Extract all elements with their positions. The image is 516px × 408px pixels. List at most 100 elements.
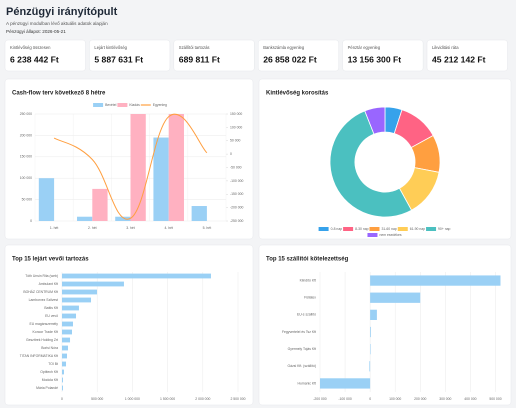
kpi-value: 6 238 442 Ft (10, 54, 59, 64)
bar (320, 378, 371, 389)
y2-tick-label: -200 000 (230, 206, 243, 210)
bar (38, 178, 55, 221)
y-tick-label: Mária Polandé (36, 386, 58, 390)
bar (62, 289, 97, 295)
x-tick-label: 2. hét (88, 226, 97, 230)
kpi-card (89, 39, 171, 72)
y-tick-label: EU-s szállító (297, 313, 316, 317)
x-tick-label: 5. hét (203, 226, 212, 230)
bar (130, 114, 146, 221)
x-tick-label: 500 000 (91, 397, 103, 401)
x-tick-label: 0 (61, 397, 63, 401)
y-tick-label: Lamborvez Szilvest (29, 298, 58, 302)
bar (62, 361, 67, 367)
y-tick-label: 100 000 (20, 176, 32, 180)
y-tick-label: Gyermely Tojás Kft (288, 347, 316, 351)
bar (369, 361, 371, 372)
x-tick-label: -200 000 (313, 397, 326, 401)
bar (62, 385, 63, 391)
x-tick-label: 1 000 000 (125, 397, 140, 401)
legend-swatch (343, 227, 354, 231)
y-tick-label: TOI Bt (48, 362, 58, 366)
kpi-label: Bankszámla egyenleg (263, 45, 305, 50)
bar (62, 337, 71, 343)
y-tick-label: EU magánszemély (30, 322, 59, 326)
bar (62, 329, 72, 335)
y-tick-label: Geszttrek Holding Zrt (26, 338, 58, 342)
x-tick-label: 100 000 (389, 397, 401, 401)
y-tick-label: EU vevő (45, 314, 58, 318)
y-tick-label: 0 (30, 219, 32, 223)
bar (62, 281, 124, 287)
legend-label: 8-30 nap (355, 227, 368, 231)
bar (62, 273, 211, 279)
kpi-label: Lejárt kintlévőség (94, 45, 127, 50)
legend-label: 0-8 nap (331, 227, 343, 231)
x-tick-label: 3. hét (126, 226, 135, 230)
y2-tick-label: -50 000 (230, 165, 242, 169)
y-tick-label: Gázsi Kft. (szállító) (288, 364, 316, 368)
status-text: Pénzügyi állapot: 2026-05-21 (6, 29, 66, 34)
x-tick-label: 2 500 000 (230, 397, 245, 401)
y2-tick-label: 100 000 (230, 125, 242, 129)
y-tick-label: TITAN INFORMATIKA Kft (20, 354, 58, 358)
bar (370, 275, 501, 286)
line-series (53, 113, 208, 220)
kpi-card (4, 39, 86, 72)
kpi-value: 26 858 022 Ft (263, 54, 317, 64)
kpi-value: 5 887 631 Ft (94, 54, 143, 64)
panel-title: Top 15 szállítói kötelezettség (266, 257, 349, 263)
kpi-card (342, 39, 424, 72)
legend-swatch (318, 227, 329, 231)
kpi-card (426, 39, 508, 72)
y2-tick-label: -150 000 (230, 192, 243, 196)
kpi-card (257, 39, 339, 72)
y-tick-label: Optitech Kft (40, 370, 58, 374)
x-tick-label: 500 000 (489, 397, 501, 401)
bar (62, 377, 63, 383)
kpi-label: Likviditási ráta (432, 45, 459, 50)
x-tick-label: 400 000 (464, 397, 476, 401)
bar (370, 326, 371, 338)
x-tick-label: -100 000 (338, 397, 351, 401)
kpi-value: 45 212 142 Ft (432, 54, 486, 64)
legend-label: Kiadás (129, 103, 140, 107)
y2-tick-label: -250 000 (230, 219, 243, 223)
legend-swatch (117, 103, 128, 107)
y-tick-label: Ambulant Kft (39, 282, 58, 286)
y-tick-label: Humanic Kft (298, 381, 317, 385)
kpi-label: Pénztár egyenleg (348, 45, 381, 50)
bar (62, 369, 64, 375)
page-subtitle: A pénzügyi modulban lévő aktuális adatok… (6, 21, 108, 26)
y-tick-label: Modola Kft (42, 378, 58, 382)
y-tick-label: Koncor Trade Kft (33, 330, 59, 334)
kpi-label: Szállítói tartozás (179, 45, 210, 50)
legend-label: Bevétel (105, 103, 117, 107)
y-tick-label: Battis Kft (44, 306, 58, 310)
bar (62, 321, 73, 327)
kpi-label: Kintlévőség összesen (10, 45, 51, 50)
bar (62, 353, 67, 359)
y2-tick-label: 50 000 (230, 139, 240, 143)
bar (191, 206, 207, 221)
legend-label: 61-90 nap (410, 227, 425, 231)
y-tick-label: Fegyvertelel és Tsz Kft (282, 330, 316, 334)
y-tick-label: 200 000 (20, 133, 32, 137)
y-tick-label: 250 000 (20, 112, 32, 116)
y2-tick-label: -100 000 (230, 179, 243, 183)
bar (62, 345, 68, 351)
legend-label: nem esedékes (379, 233, 401, 237)
y-tick-label: Tóth Unsin Rita (web) (25, 274, 58, 278)
pie-slice (364, 106, 386, 135)
y2-tick-label: 0 (230, 152, 232, 156)
y-tick-label: Kiindító Kft (300, 278, 316, 282)
pie-slice (329, 110, 413, 218)
bar (62, 305, 79, 311)
y-tick-label: 50 000 (22, 197, 32, 201)
legend-swatch (369, 227, 380, 231)
panel-title: Top 15 lejárt vevői tartozás (12, 257, 89, 263)
x-tick-label: 4. hét (164, 226, 173, 230)
x-tick-label: 300 000 (439, 397, 451, 401)
